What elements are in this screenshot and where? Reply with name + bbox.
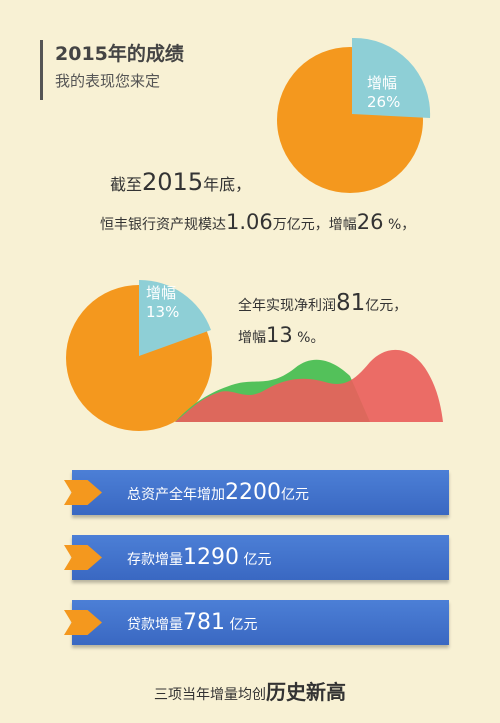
pie1-label-line1: 增幅 xyxy=(367,74,398,92)
profit-prefix: 全年实现净利润 xyxy=(238,298,336,314)
profit-suffix: 亿元， xyxy=(365,298,408,314)
bar2-label: 存款增量 xyxy=(127,552,183,568)
page-subtitle: 我的表现您来定 xyxy=(55,72,161,90)
bar2-unit: 亿元 xyxy=(239,552,272,568)
arrow-icon xyxy=(64,480,102,505)
assets-pct: 26 xyxy=(356,210,384,234)
profit-growth-suffix: %。 xyxy=(292,330,325,346)
arrow-icon xyxy=(64,545,102,570)
pie-profit-slice xyxy=(139,279,211,356)
pie1-label: 增幅 26% xyxy=(367,74,400,112)
wave-decoration xyxy=(175,349,443,422)
wave-red xyxy=(175,349,443,422)
pie-chart-profit xyxy=(66,279,212,431)
footer-emphasis: 历史新高 xyxy=(266,680,346,704)
bar1-value: 2200 xyxy=(225,480,281,505)
statement1-line1: 截至2015年底， xyxy=(110,168,251,196)
bar-loans-text: 贷款增量781 亿元 xyxy=(127,610,257,635)
bar1-label: 总资产全年增加 xyxy=(127,487,225,503)
statement2-line2: 增幅13 %。 xyxy=(238,323,325,347)
footer-prefix: 三项当年增量均创 xyxy=(154,687,266,703)
bar3-unit: 亿元 xyxy=(225,617,258,633)
statement2-line1: 全年实现净利润81亿元， xyxy=(238,290,407,316)
assets-suffix: %， xyxy=(383,217,416,233)
bar-total-assets: 总资产全年增加2200亿元 xyxy=(64,470,449,515)
pie2-label: 增幅 13% xyxy=(146,284,179,322)
header-block: 2015年的成绩 我的表现您来定 xyxy=(40,40,184,100)
bar3-label: 贷款增量 xyxy=(127,617,183,633)
pie-assets-slice xyxy=(352,37,431,118)
bar-deposits: 存款增量1290 亿元 xyxy=(64,535,449,580)
bar2-value: 1290 xyxy=(183,545,239,570)
arrow-icon xyxy=(64,610,102,635)
bar-loans: 贷款增量781 亿元 xyxy=(64,600,449,645)
statement1-year: 2015 xyxy=(142,168,204,196)
bar-deposits-text: 存款增量1290 亿元 xyxy=(127,545,271,570)
assets-prefix: 恒丰银行资产规模达 xyxy=(100,217,226,233)
profit-growth-value: 13 xyxy=(266,323,293,347)
footer-note: 三项当年增量均创历史新高 xyxy=(0,676,500,705)
profit-value: 81 xyxy=(336,290,366,316)
statement1-prefix: 截至 xyxy=(110,175,143,194)
bar1-unit: 亿元 xyxy=(281,487,309,503)
statement1-suffix: 年底， xyxy=(203,175,252,194)
statement1-line2: 恒丰银行资产规模达1.06万亿元，增幅26 %， xyxy=(100,210,415,234)
assets-value: 1.06 xyxy=(226,210,273,234)
page-title: 2015年的成绩 xyxy=(55,43,184,65)
bar-total-assets-text: 总资产全年增加2200亿元 xyxy=(127,480,309,505)
bar3-value: 781 xyxy=(183,610,225,635)
pie-chart-assets xyxy=(277,37,431,193)
pie1-label-line2: 26% xyxy=(367,93,401,111)
profit-growth-prefix: 增幅 xyxy=(238,330,266,346)
pie2-label-line2: 13% xyxy=(146,303,180,321)
pie2-label-line1: 增幅 xyxy=(146,284,177,302)
assets-mid: 万亿元，增幅 xyxy=(272,217,357,233)
